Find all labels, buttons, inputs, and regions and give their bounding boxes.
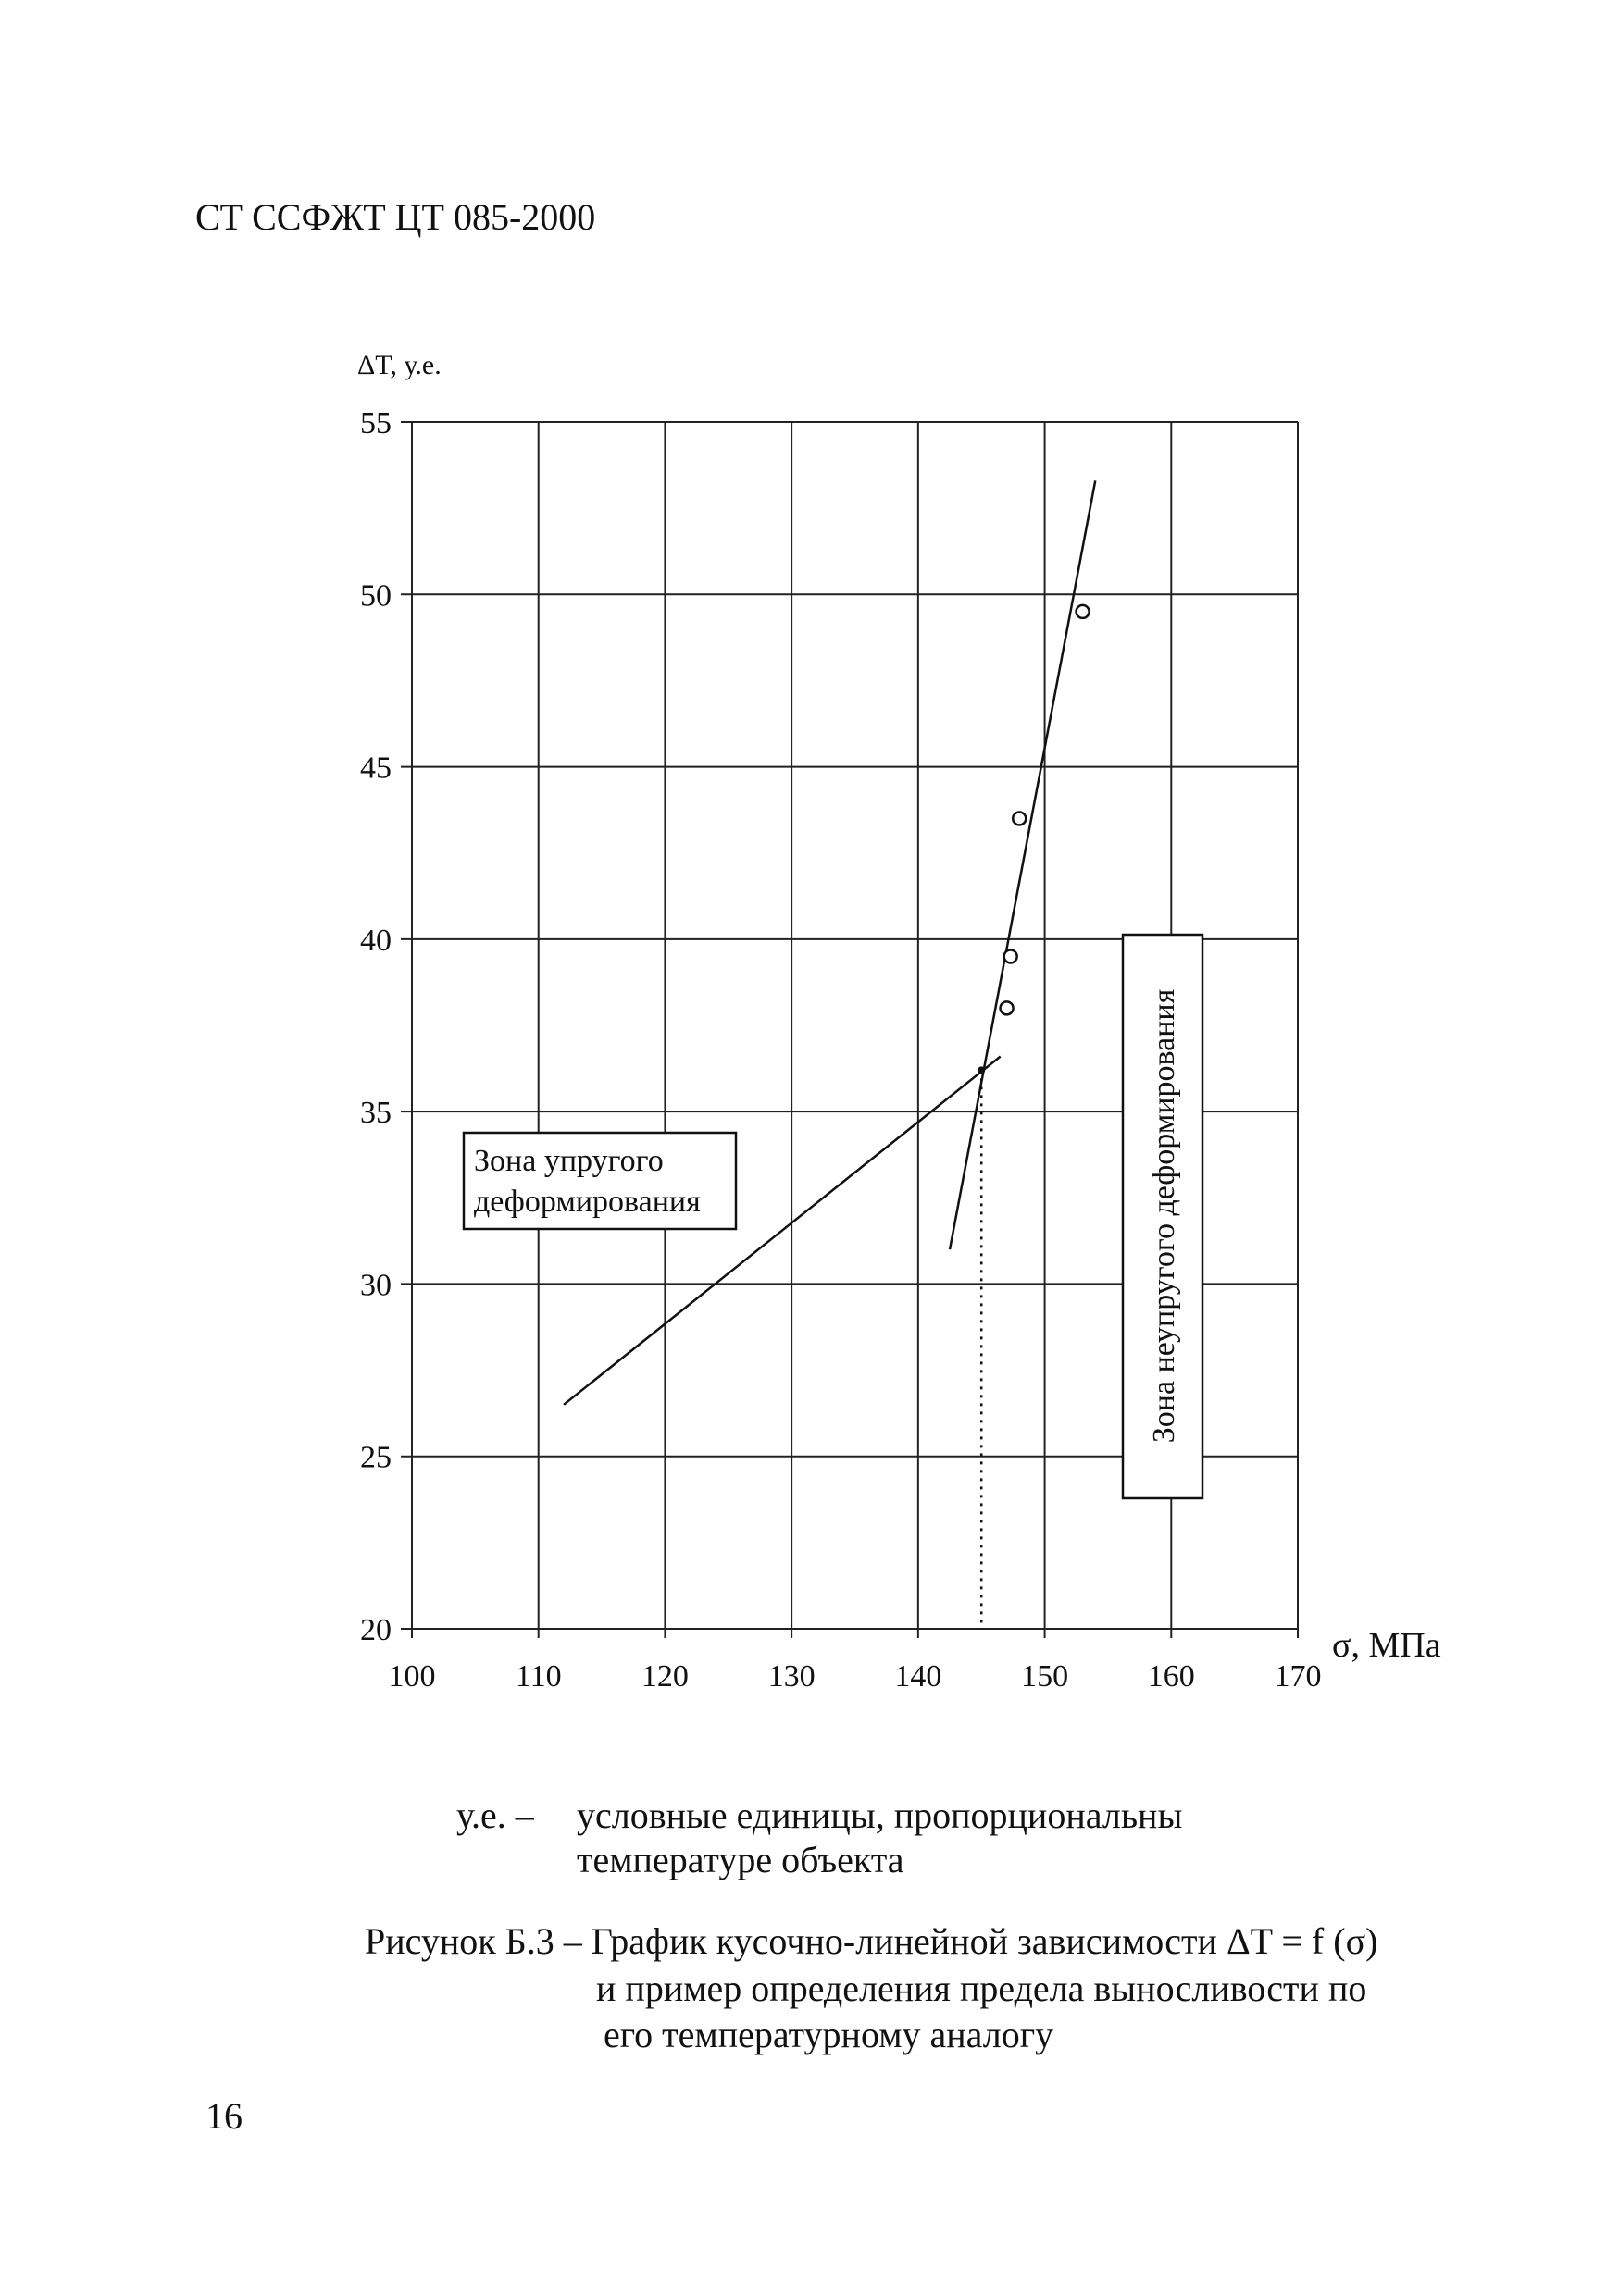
footnote-line: условные единицы, пропорциональны bbox=[577, 1794, 1182, 1836]
annotation-box bbox=[462, 1131, 738, 1231]
annotation-text: деформирования bbox=[474, 1185, 701, 1219]
data-point bbox=[1011, 811, 1027, 826]
annotation-text: Зона упругого bbox=[474, 1144, 664, 1178]
x-tick-label: 160 bbox=[1148, 1659, 1195, 1694]
y-tick-label: 55 bbox=[360, 406, 392, 441]
y-tick-label: 25 bbox=[360, 1441, 392, 1475]
caption-line: и пример определения предела выносливост… bbox=[596, 1967, 1366, 2009]
data-point bbox=[999, 1000, 1015, 1016]
y-tick-label: 40 bbox=[360, 924, 392, 958]
fit-line bbox=[948, 480, 1097, 1250]
footnote-line: температуре объекта bbox=[577, 1839, 904, 1880]
x-tick-label: 120 bbox=[641, 1659, 689, 1694]
x-tick-label: 170 bbox=[1275, 1659, 1322, 1694]
y-tick-label: 35 bbox=[360, 1096, 392, 1130]
annotation-text: Зона неупругого деформирования bbox=[1147, 988, 1181, 1443]
intersection-point bbox=[978, 1066, 986, 1074]
annotation-box bbox=[1121, 933, 1204, 1500]
x-tick-label: 110 bbox=[516, 1659, 562, 1694]
x-axis-label: σ, МПа bbox=[1332, 1626, 1441, 1665]
x-tick-label: 150 bbox=[1021, 1659, 1068, 1694]
y-tick-label: 50 bbox=[360, 578, 392, 613]
x-tick-label: 130 bbox=[768, 1659, 816, 1694]
data-point bbox=[1003, 949, 1018, 964]
fit-line bbox=[563, 1055, 1002, 1406]
caption-line: Рисунок Б.3 – График кусочно-линейной за… bbox=[365, 1920, 1377, 1962]
y-axis-label: ΔT, у.е. bbox=[357, 350, 442, 380]
footnote-term: у.е. – bbox=[456, 1794, 535, 1836]
x-tick-label: 100 bbox=[389, 1659, 436, 1694]
y-tick-label: 30 bbox=[360, 1268, 392, 1302]
header: СТ ССФЖТ ЦТ 085-2000 bbox=[195, 196, 595, 238]
y-tick-label: 20 bbox=[360, 1613, 392, 1647]
page-number: 16 bbox=[205, 2095, 243, 2137]
x-tick-label: 140 bbox=[894, 1659, 941, 1694]
data-point bbox=[1075, 603, 1090, 620]
caption-line: его температурному аналогу bbox=[604, 2014, 1053, 2055]
y-tick-label: 45 bbox=[360, 751, 392, 786]
